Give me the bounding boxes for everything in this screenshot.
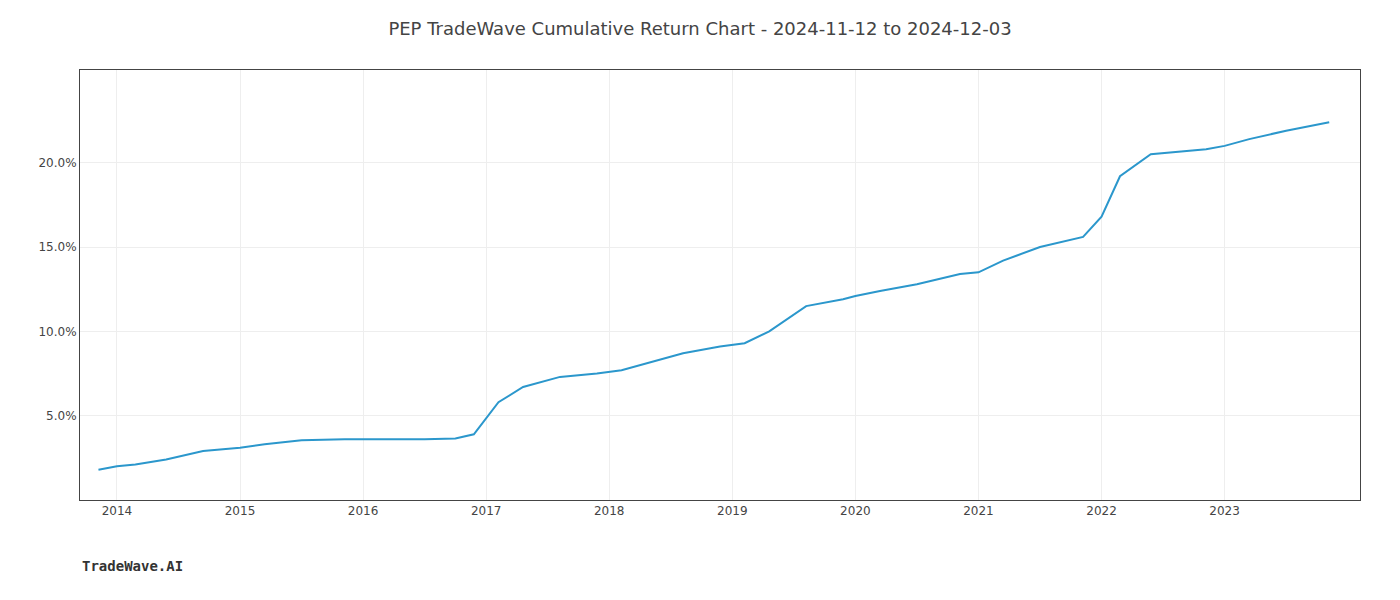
svg-text:2019: 2019: [717, 504, 748, 518]
svg-text:15.0%: 15.0%: [38, 240, 76, 254]
svg-text:2016: 2016: [348, 504, 379, 518]
svg-text:PEP TradeWave Cumulative Retur: PEP TradeWave Cumulative Return Chart - …: [388, 18, 1011, 39]
svg-text:TradeWave.AI: TradeWave.AI: [82, 558, 183, 574]
svg-text:10.0%: 10.0%: [38, 325, 76, 339]
svg-text:2014: 2014: [102, 504, 133, 518]
svg-text:5.0%: 5.0%: [46, 409, 77, 423]
svg-text:2022: 2022: [1086, 504, 1117, 518]
svg-text:2018: 2018: [594, 504, 625, 518]
svg-text:2017: 2017: [471, 504, 502, 518]
svg-text:2021: 2021: [963, 504, 994, 518]
svg-text:2015: 2015: [225, 504, 256, 518]
svg-text:2020: 2020: [840, 504, 871, 518]
svg-text:2023: 2023: [1209, 504, 1240, 518]
svg-text:20.0%: 20.0%: [38, 156, 76, 170]
